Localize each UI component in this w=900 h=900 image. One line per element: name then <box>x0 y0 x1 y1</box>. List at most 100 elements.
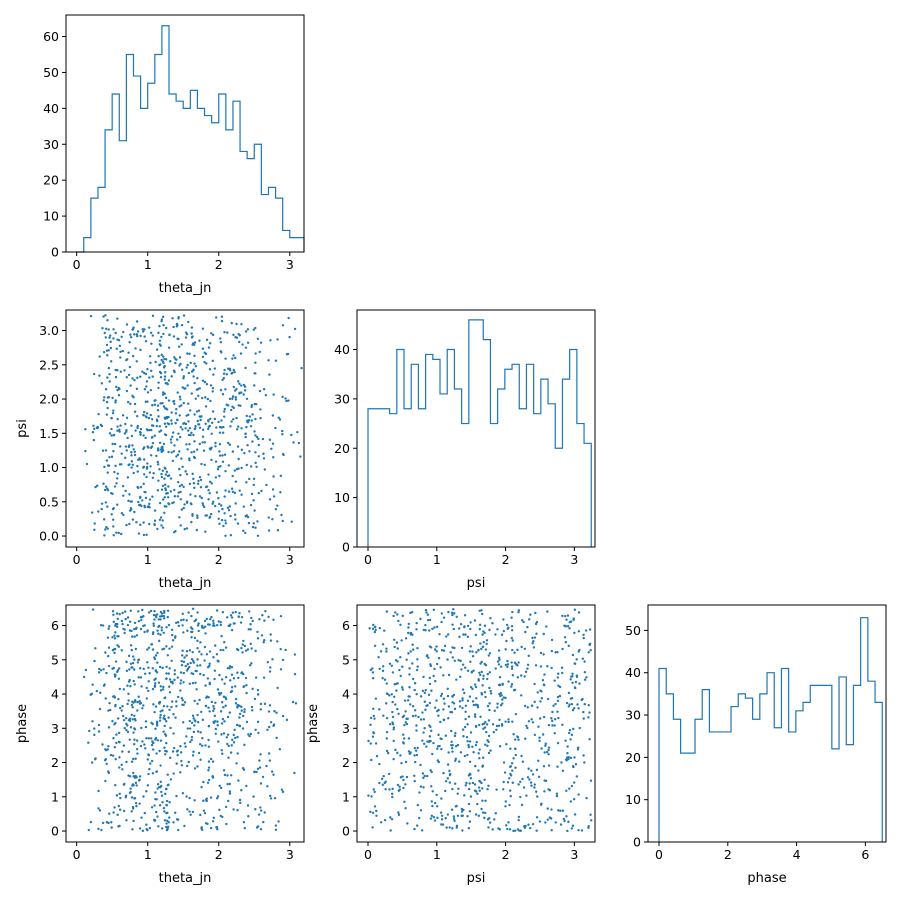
scatter-point <box>497 656 501 660</box>
scatter-point <box>269 794 272 798</box>
scatter-point <box>97 730 101 733</box>
scatter-point <box>224 646 228 649</box>
scatter-point <box>225 822 228 826</box>
scatter-point <box>197 394 200 397</box>
scatter-point <box>122 783 126 786</box>
scatter-point <box>578 648 581 652</box>
scatter-point <box>143 458 146 461</box>
scatter-point <box>154 399 157 402</box>
scatter-point <box>140 615 144 619</box>
scatter-point <box>186 352 189 355</box>
scatter-point <box>274 359 278 362</box>
scatter-point <box>104 758 108 761</box>
scatter-point <box>143 624 146 627</box>
y-axis-label: phase <box>306 704 321 743</box>
scatter-point <box>272 618 275 621</box>
scatter-point <box>148 428 151 432</box>
scatter-point <box>452 608 455 611</box>
scatter-point <box>142 667 145 671</box>
scatter-point <box>110 826 113 829</box>
scatter-point <box>534 664 538 667</box>
scatter-point <box>466 723 469 726</box>
scatter-point <box>94 647 97 650</box>
scatter-point <box>162 442 166 446</box>
scatter-point <box>447 751 450 754</box>
scatter-point <box>183 824 186 828</box>
scatter-point <box>114 660 118 663</box>
scatter-point <box>164 792 167 796</box>
scatter-point <box>559 823 563 826</box>
scatter-point <box>187 429 190 432</box>
scatter-point <box>153 434 156 437</box>
scatter-point <box>252 483 255 487</box>
scatter-point <box>188 409 192 412</box>
scatter-point <box>163 433 167 436</box>
scatter-point <box>128 620 132 623</box>
scatter-point <box>229 679 232 682</box>
scatter-point <box>451 750 454 753</box>
scatter-point <box>155 454 158 458</box>
scatter-point <box>463 754 467 758</box>
scatter-point <box>419 763 422 767</box>
scatter-point <box>267 725 271 729</box>
scatter-point <box>129 335 133 339</box>
scatter-point <box>110 821 113 824</box>
scatter-point <box>160 794 164 797</box>
scatter-point <box>111 442 114 446</box>
scatter-point <box>108 625 111 628</box>
scatter-point <box>135 320 139 323</box>
scatter-point <box>145 380 149 383</box>
scatter-point <box>223 407 226 411</box>
scatter-point <box>480 670 483 674</box>
scatter-point <box>481 633 484 636</box>
scatter-point <box>290 433 293 437</box>
scatter-point <box>391 671 395 674</box>
scatter-point <box>139 744 143 748</box>
scatter-point <box>179 689 182 692</box>
scatter-point <box>262 452 265 455</box>
scatter-point <box>465 781 468 785</box>
scatter-point <box>544 742 547 745</box>
scatter-point <box>113 806 116 809</box>
scatter-point <box>160 488 164 491</box>
scatter-point <box>101 624 105 627</box>
scatter-point <box>181 428 184 431</box>
scatter-point <box>570 733 574 737</box>
scatter-point <box>481 756 485 759</box>
scatter-point <box>144 340 148 343</box>
scatter-point <box>147 611 151 614</box>
scatter-point <box>279 491 282 494</box>
y-tick-label: 2 <box>51 755 59 770</box>
axes-frame <box>65 604 305 843</box>
scatter-point <box>484 695 487 699</box>
scatter-point <box>162 717 165 720</box>
scatter-point <box>147 680 150 683</box>
scatter-point <box>385 737 388 740</box>
scatter-point <box>226 782 229 786</box>
scatter-point <box>151 495 154 498</box>
scatter-point <box>185 619 188 622</box>
scatter-point <box>199 418 202 422</box>
scatter-point <box>383 678 387 681</box>
scatter-point <box>158 615 162 618</box>
scatter-point <box>106 319 109 322</box>
scatter-point <box>488 821 492 824</box>
scatter-point <box>428 629 431 632</box>
scatter-point <box>163 696 166 700</box>
scatter-point <box>553 679 556 682</box>
scatter-point <box>501 702 504 705</box>
scatter-point <box>180 457 183 460</box>
scatter-point <box>141 829 145 833</box>
scatter-point <box>272 495 276 498</box>
axes-frame <box>356 604 596 843</box>
scatter-point <box>201 626 204 629</box>
scatter-point <box>526 625 529 629</box>
scatter-point <box>455 615 458 618</box>
scatter-point <box>506 663 510 666</box>
scatter-point <box>264 394 268 397</box>
scatter-point <box>573 608 577 611</box>
scatter-point <box>160 353 163 357</box>
scatter-point <box>117 645 121 648</box>
scatter-point <box>510 636 514 640</box>
scatter-point <box>124 617 127 621</box>
